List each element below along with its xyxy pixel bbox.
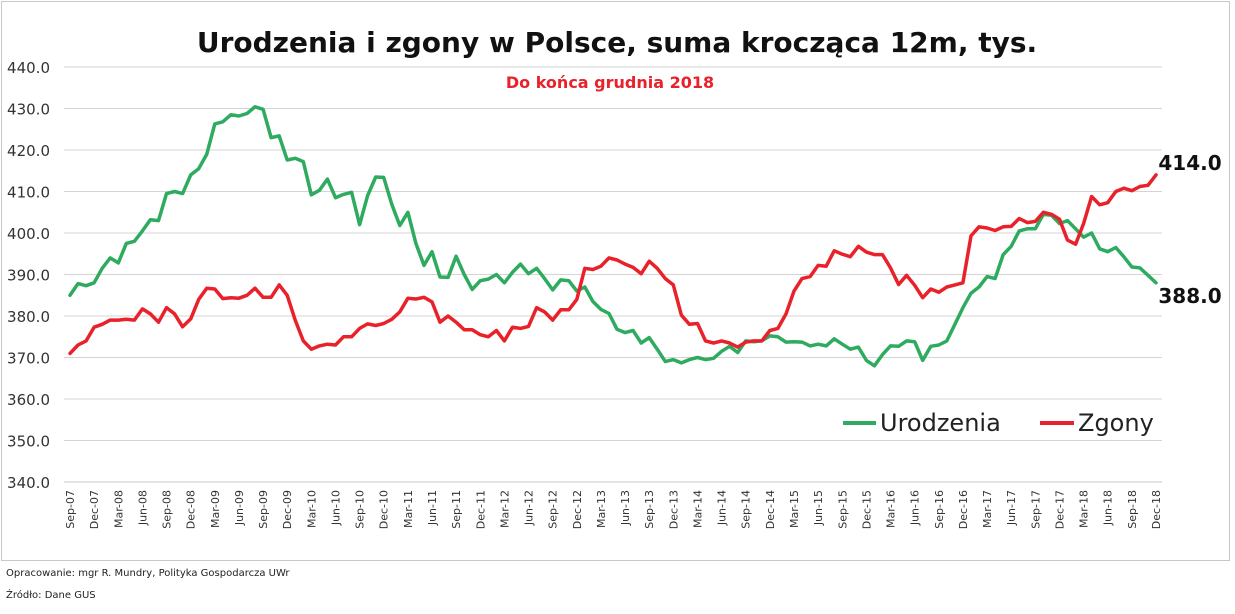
x-tick-label: Jun-13	[619, 490, 632, 526]
y-tick-label: 340.0	[7, 474, 50, 492]
y-tick-label: 410.0	[7, 184, 50, 202]
y-tick-label: 370.0	[7, 350, 50, 368]
x-tick-label: Mar-16	[885, 490, 898, 528]
x-tick-label: Mar-10	[305, 490, 318, 528]
x-tick-label: Sep-10	[354, 490, 367, 529]
x-tick-label: Jun-11	[426, 490, 439, 526]
x-tick-label: Jun-14	[716, 490, 729, 526]
legend: Urodzenia Zgony	[843, 409, 1154, 437]
x-tick-label: Sep-14	[740, 490, 753, 529]
x-tick-label: Sep-11	[450, 490, 463, 529]
source-data: Źródło: Dane GUS	[6, 590, 96, 601]
x-tick-label: Sep-15	[836, 490, 849, 529]
x-tick-label: Sep-07	[64, 490, 77, 529]
x-tick-label: Dec-14	[764, 490, 777, 529]
y-axis-ticks: 340.0 350.0 360.0 370.0 380.0 390.0 400.0 410.0…	[7, 59, 50, 492]
x-tick-label: Dec-09	[281, 490, 294, 529]
x-tick-label: Dec-17	[1053, 490, 1066, 529]
y-tick-label: 400.0	[7, 225, 50, 243]
x-tick-label: Mar-14	[691, 490, 704, 528]
x-tick-label: Sep-08	[161, 490, 174, 529]
x-tick-label: Mar-13	[595, 490, 608, 528]
series-lines	[68, 105, 1158, 368]
y-tick-label: 390.0	[7, 267, 50, 285]
x-tick-label: Jun-09	[233, 490, 246, 526]
y-tick-label: 440.0	[7, 59, 50, 77]
x-tick-label: Sep-18	[1126, 490, 1139, 529]
x-tick-label: Mar-09	[209, 490, 222, 528]
x-tick-label: Dec-18	[1150, 490, 1163, 529]
x-tick-label: Sep-09	[257, 490, 270, 529]
chart-title: Urodzenia i zgony w Polsce, suma krocząc…	[197, 26, 1037, 59]
x-tick-label: Mar-08	[112, 490, 125, 528]
source-author: Opracowanie: mgr R. Mundry, Polityka Gos…	[6, 568, 290, 579]
series-line-urodzenia	[68, 105, 1158, 368]
x-tick-label: Sep-17	[1029, 490, 1042, 529]
x-tick-label: Jun-08	[136, 490, 149, 526]
x-tick-label: Jun-16	[909, 490, 922, 526]
legend-label-zgony: Zgony	[1078, 409, 1154, 437]
x-tick-label: Dec-11	[474, 490, 487, 529]
x-tick-label: Sep-12	[547, 490, 560, 529]
x-tick-label: Dec-08	[185, 490, 198, 529]
x-tick-label: Jun-17	[1005, 490, 1018, 526]
x-tick-label: Mar-17	[981, 490, 994, 528]
y-tick-label: 430.0	[7, 101, 50, 119]
x-tick-label: Mar-15	[788, 490, 801, 528]
x-tick-label: Mar-12	[498, 490, 511, 528]
x-tick-label: Sep-13	[643, 490, 656, 529]
x-tick-label: Mar-18	[1078, 490, 1091, 528]
chart-subtitle: Do końca grudnia 2018	[506, 73, 714, 92]
chart-frame	[1, 1, 1230, 561]
x-tick-label: Dec-10	[378, 490, 391, 529]
x-tick-label: Sep-16	[933, 490, 946, 529]
x-tick-label: Mar-11	[402, 490, 415, 528]
y-tick-label: 380.0	[7, 308, 50, 326]
y-tick-label: 350.0	[7, 433, 50, 451]
x-tick-label: Jun-12	[523, 490, 536, 526]
x-tick-label: Jun-15	[812, 490, 825, 526]
x-tick-label: Dec-07	[88, 490, 101, 529]
x-tick-label: Dec-12	[571, 490, 584, 529]
end-label-urodzenia: 388.0	[1158, 284, 1221, 308]
legend-label-urodzenia: Urodzenia	[880, 409, 1001, 437]
y-tick-label: 360.0	[7, 391, 50, 409]
x-axis-ticks: Sep-07 Dec-07 Mar-08 Jun-08 Sep-08 Dec-08 Mar-…	[64, 490, 1163, 529]
x-tick-label: Dec-15	[860, 490, 873, 529]
y-tick-label: 420.0	[7, 142, 50, 160]
x-tick-label: Jun-10	[329, 490, 342, 526]
x-tick-label: Dec-13	[667, 490, 680, 529]
x-tick-label: Jun-18	[1102, 490, 1115, 526]
series-line-zgony	[68, 173, 1158, 356]
grid-lines	[64, 66, 1162, 483]
end-label-zgony: 414.0	[1158, 151, 1221, 175]
x-tick-label: Dec-16	[957, 490, 970, 529]
